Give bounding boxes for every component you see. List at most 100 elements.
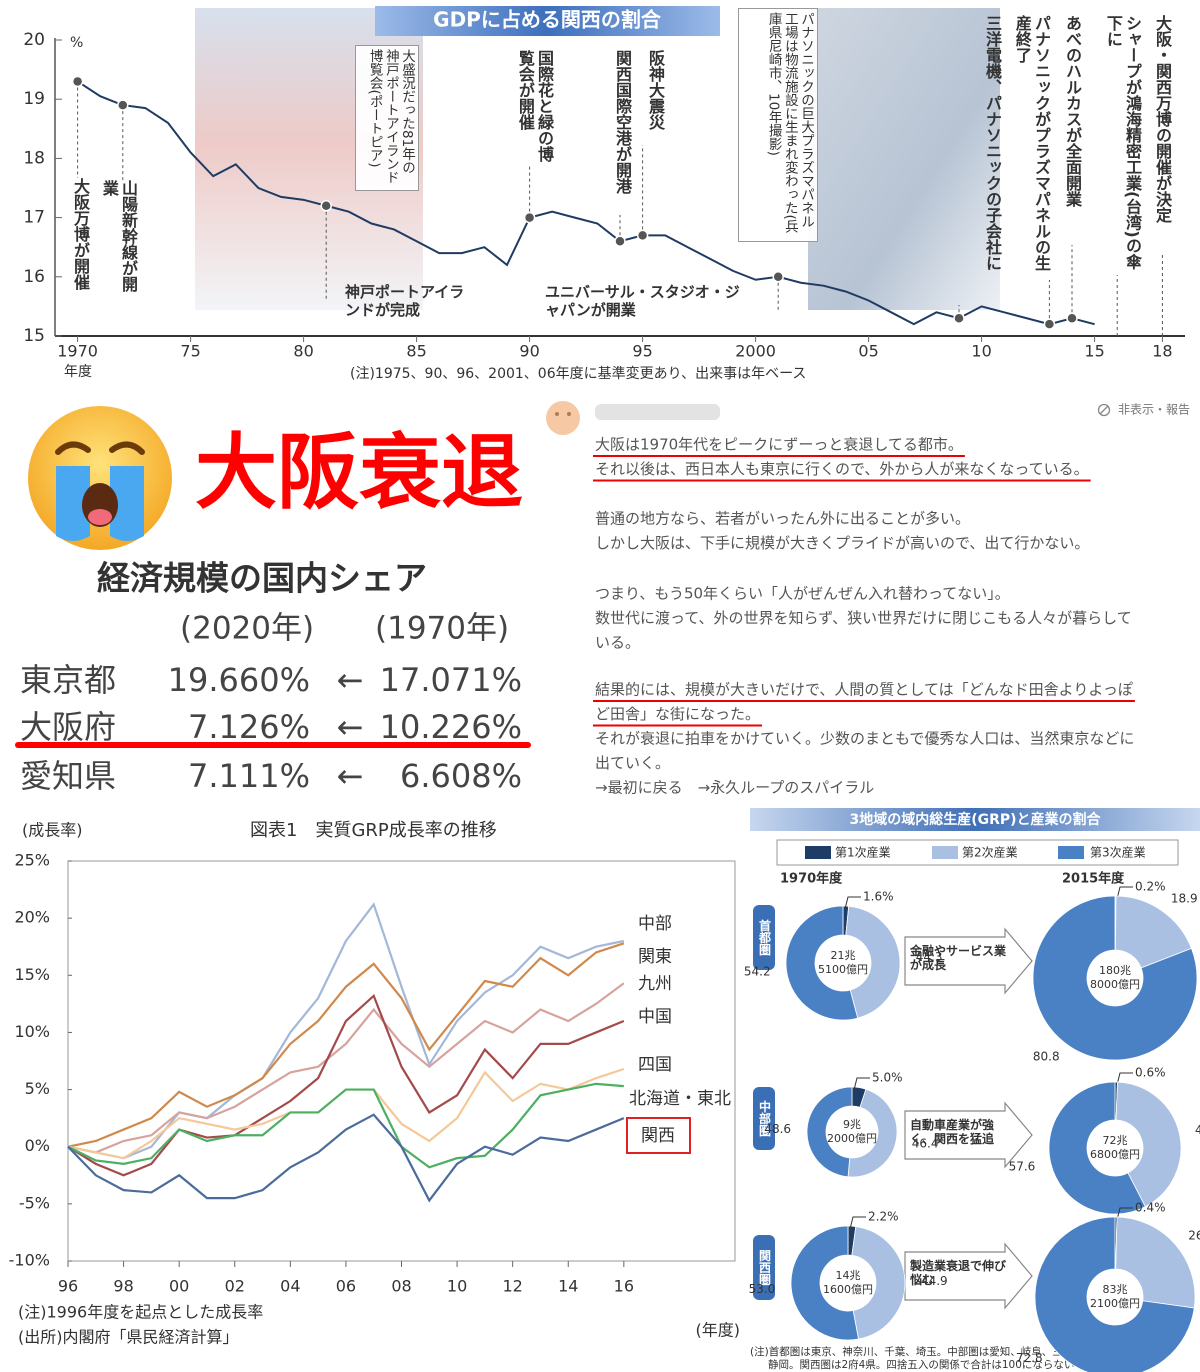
x-tick-label: 75 xyxy=(180,342,200,361)
legend-label: 第2次産業 xyxy=(962,845,1018,860)
y-tick-label: 25% xyxy=(14,851,50,870)
photo xyxy=(808,8,1000,310)
line xyxy=(67,902,625,1160)
arrow: ← xyxy=(337,661,364,699)
period-label: 1970年度 xyxy=(780,871,843,887)
x-tick-label: 2000 xyxy=(735,342,776,361)
comment-line: 結果的には、規模が大きいだけで、人間の質としては「どんなド田舎よりよっぽ xyxy=(595,681,1133,699)
x-tick-label: 98 xyxy=(113,1277,133,1296)
donut-segment xyxy=(845,905,901,1019)
center-label: 180兆 xyxy=(1099,964,1131,977)
donut-segment xyxy=(1115,1081,1182,1208)
x-tick-label: 18 xyxy=(1152,342,1172,361)
y-axis-label: (成長率) xyxy=(22,821,83,840)
value-label: 72.8 xyxy=(1016,1351,1043,1365)
x-tick-label: 12 xyxy=(502,1277,522,1296)
donut-segment xyxy=(1048,1081,1146,1215)
x-tick-label: 14 xyxy=(558,1277,578,1296)
value-label: 44.3 xyxy=(916,950,943,964)
photo xyxy=(195,8,423,310)
x-tick-label: 04 xyxy=(280,1277,300,1296)
share-1970: 17.071% xyxy=(380,661,522,699)
comment-line: つまり、もう50年くらい「人がぜんぜん入れ替わってない」。 xyxy=(595,585,1010,603)
center-label: 8000億円 xyxy=(1090,978,1140,991)
y-tick-label: 0% xyxy=(25,1136,50,1155)
legend-label: 北海道・東北 xyxy=(629,1089,731,1109)
x-tick-label: 95 xyxy=(632,342,652,361)
event-marker xyxy=(117,99,129,111)
x-axis-label: 年度 xyxy=(64,364,92,380)
comment-controls[interactable]: 非表示・報告 xyxy=(1118,403,1190,417)
legend-label: 中国 xyxy=(638,1007,672,1027)
chart-note: (出所)内閣府「県民経済計算」 xyxy=(18,1328,239,1347)
arrow xyxy=(904,927,1033,995)
row-name: 東京都 xyxy=(20,661,116,699)
donut-segment xyxy=(1034,1216,1195,1372)
headline: 大阪衰退 xyxy=(195,425,523,520)
x-axis-label: (年度) xyxy=(696,1321,741,1340)
y-tick-label: 20 xyxy=(23,30,45,50)
event-marker xyxy=(1066,312,1078,324)
region-label: 首都圏 xyxy=(758,918,772,956)
donut-segment xyxy=(847,1088,898,1178)
line xyxy=(67,982,625,1154)
line xyxy=(67,1082,624,1169)
donut-segment xyxy=(1114,895,1192,969)
share-2020: 7.111% xyxy=(188,757,310,795)
value-label: 53.0 xyxy=(749,1282,776,1296)
share-2020: 7.126% xyxy=(188,708,310,746)
row-name: 愛知県 xyxy=(20,757,116,795)
region-label: 中部圏 xyxy=(758,1099,772,1137)
share-1970: 6.608% xyxy=(400,757,522,795)
column-header: (1970年) xyxy=(375,611,509,647)
x-tick-label: 05 xyxy=(858,342,878,361)
line xyxy=(67,1113,625,1203)
avatar xyxy=(546,401,580,435)
y-tick-label: 15% xyxy=(14,965,50,984)
label-leader xyxy=(844,896,861,910)
center-label: 2000億円 xyxy=(827,1132,877,1145)
event-marker xyxy=(320,200,332,212)
arrow xyxy=(904,1101,1033,1169)
region-tab xyxy=(753,1235,775,1300)
legend-label: 九州 xyxy=(638,974,672,994)
donut-segment xyxy=(1115,1216,1196,1309)
x-tick-label: 80 xyxy=(293,342,313,361)
comment-line: しかし大阪は、下手に規模が大きくプライドが高いので、出て行かない。 xyxy=(595,534,1089,552)
value-label: 0.6% xyxy=(1135,1066,1166,1080)
y-tick-label: 17 xyxy=(23,208,45,228)
line xyxy=(67,942,625,1148)
event-marker xyxy=(772,271,784,283)
center-label: 21兆 xyxy=(831,949,856,962)
chart-note: (注)首都圏は東京、神奈川、千葉、埼玉。中部圏は愛知、岐阜、三重、 xyxy=(750,1345,1084,1358)
blurred-username xyxy=(595,404,720,420)
period-label: 2015年度 xyxy=(1062,871,1125,887)
highlight-box xyxy=(626,1117,691,1154)
legend-box xyxy=(776,839,1179,866)
value-label: 0.2% xyxy=(1135,880,1166,894)
hide-icon[interactable] xyxy=(1099,405,1109,415)
comment-line: ど田舎」な街になった。 xyxy=(595,705,760,723)
y-unit: % xyxy=(70,35,83,51)
y-tick-label: -10% xyxy=(9,1251,50,1270)
x-tick-label: 10 xyxy=(447,1277,467,1296)
legend-label: 関西 xyxy=(641,1126,675,1146)
chart-title: 図表1 実質GRP成長率の推移 xyxy=(250,820,497,841)
event-marker xyxy=(523,211,536,224)
legend-swatch xyxy=(805,846,831,859)
x-tick-label: 96 xyxy=(58,1277,78,1296)
event-marker xyxy=(614,235,626,248)
title-banner xyxy=(375,6,720,36)
event-marker xyxy=(1043,318,1056,330)
hide-icon[interactable] xyxy=(1097,403,1111,417)
donut-segment xyxy=(851,1226,906,1340)
chart-note: (注)1996年度を起点とした成長率 xyxy=(18,1303,263,1322)
center-label: 72兆 xyxy=(1103,1134,1128,1147)
value-label: 57.6 xyxy=(1009,1159,1036,1173)
value-label: 48.6 xyxy=(764,1122,791,1136)
value-label: 54.2 xyxy=(744,965,771,979)
label-leader xyxy=(1116,1072,1133,1086)
arrow: ← xyxy=(337,757,364,795)
